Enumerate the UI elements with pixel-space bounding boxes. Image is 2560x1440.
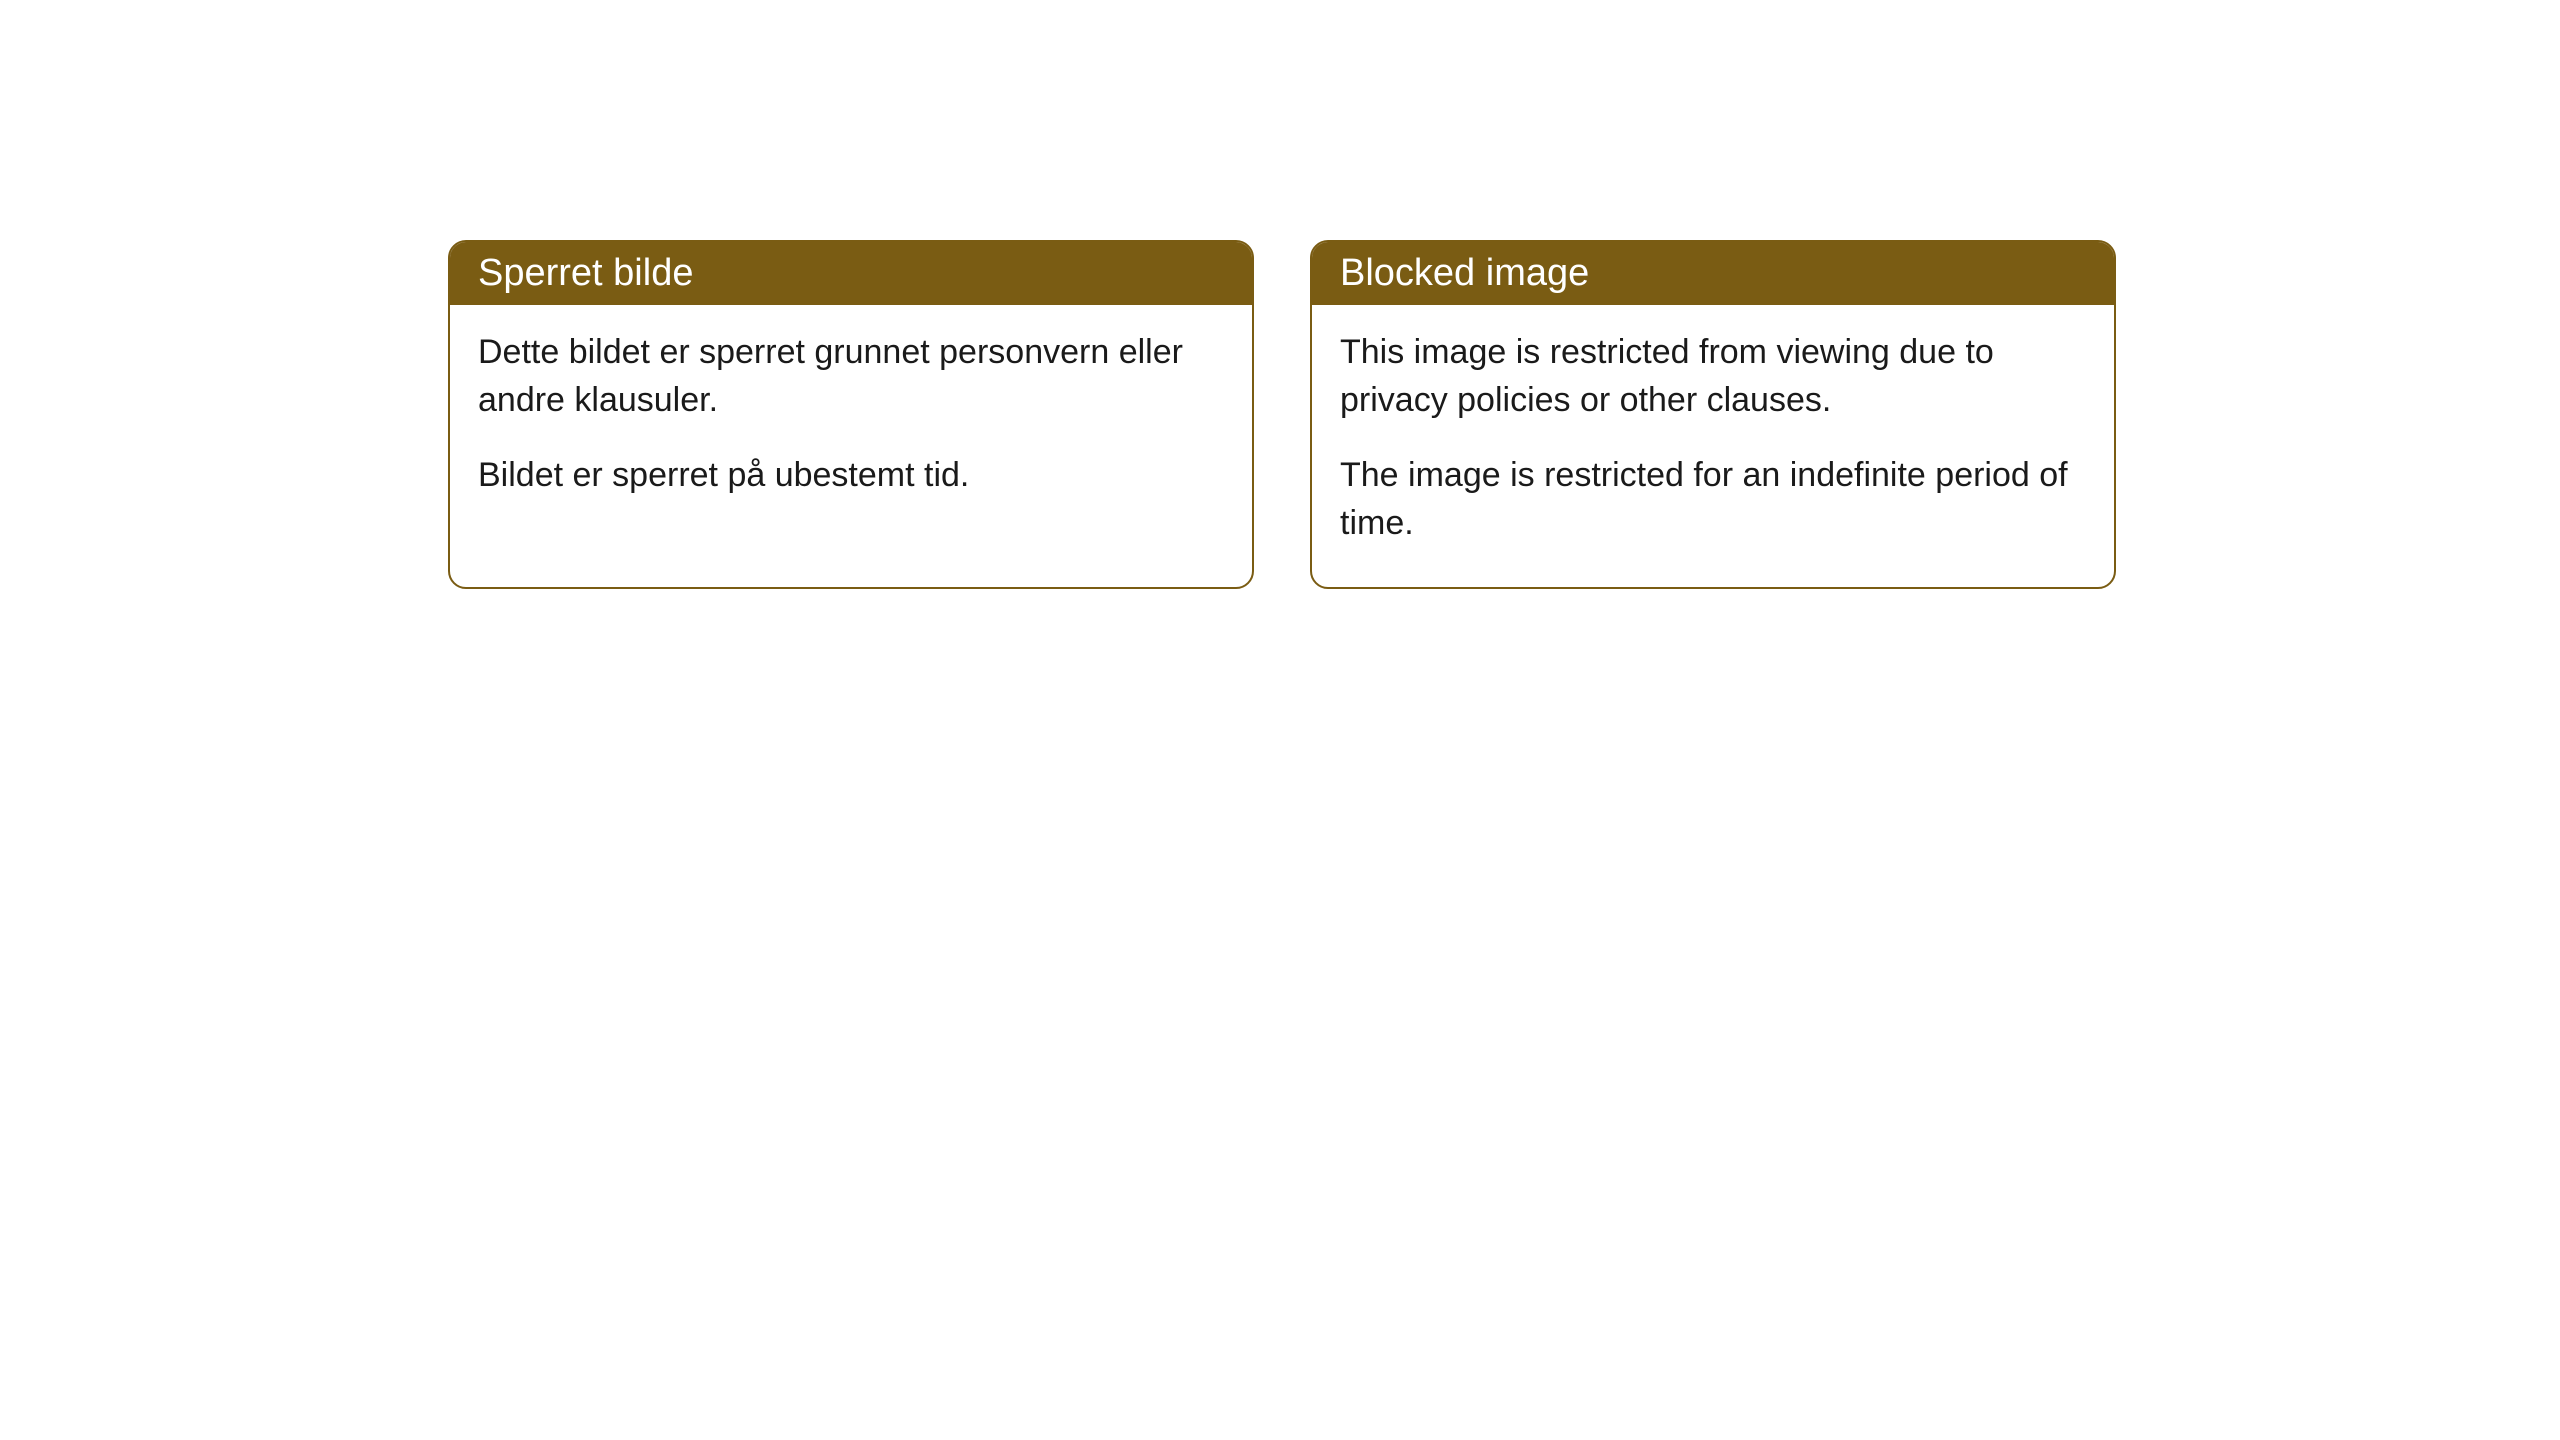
notice-cards-container: Sperret bilde Dette bildet er sperret gr… [0, 0, 2560, 589]
card-header: Sperret bilde [450, 242, 1252, 305]
card-body: Dette bildet er sperret grunnet personve… [450, 305, 1252, 540]
card-paragraph-1: This image is restricted from viewing du… [1340, 329, 2086, 424]
card-title: Sperret bilde [478, 252, 693, 294]
blocked-image-card-english: Blocked image This image is restricted f… [1310, 240, 2116, 589]
card-body: This image is restricted from viewing du… [1312, 305, 2114, 587]
card-paragraph-1: Dette bildet er sperret grunnet personve… [478, 329, 1224, 424]
card-title: Blocked image [1340, 252, 1589, 294]
card-paragraph-2: Bildet er sperret på ubestemt tid. [478, 452, 1224, 500]
card-paragraph-2: The image is restricted for an indefinit… [1340, 452, 2086, 547]
blocked-image-card-norwegian: Sperret bilde Dette bildet er sperret gr… [448, 240, 1254, 589]
card-header: Blocked image [1312, 242, 2114, 305]
